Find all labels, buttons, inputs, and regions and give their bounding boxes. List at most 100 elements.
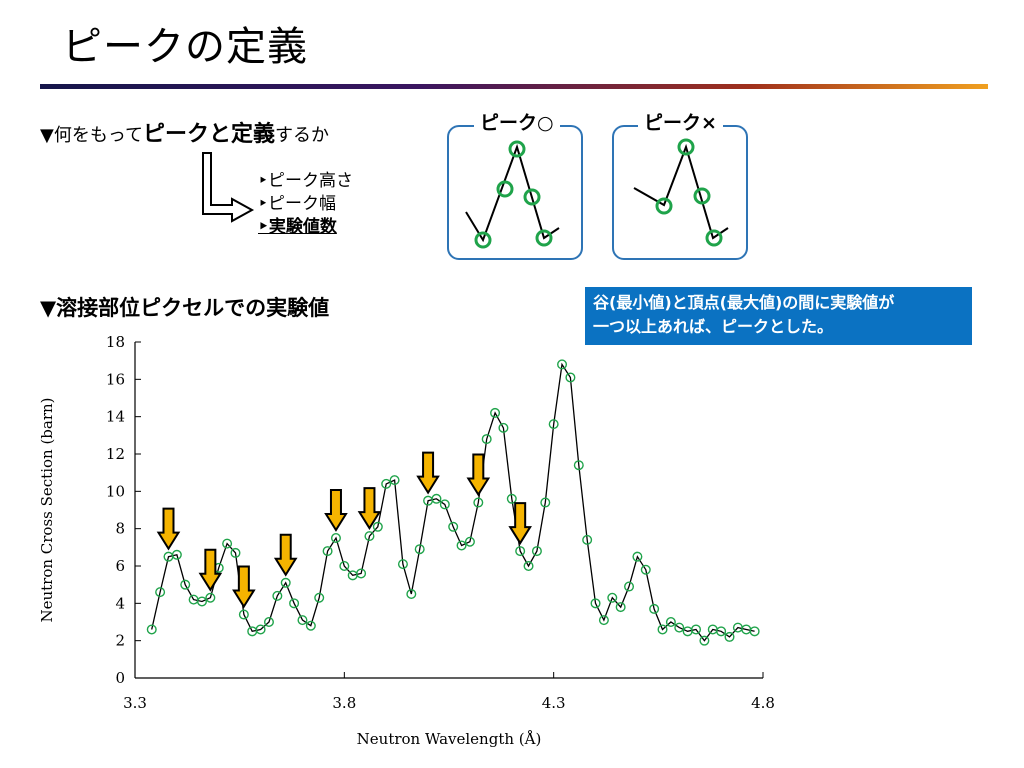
data-point <box>314 592 325 603</box>
y-tick-label: 0 <box>115 669 125 687</box>
data-point <box>230 547 241 558</box>
data-point <box>280 577 291 588</box>
y-tick-label: 4 <box>115 594 125 612</box>
data-point <box>364 531 375 542</box>
data-point <box>699 635 710 646</box>
question-emphasis: ピークと定義 <box>142 122 275 147</box>
criterion-height: ‣ピーク高さ <box>258 171 354 191</box>
question-suffix: するか <box>274 125 329 146</box>
data-point <box>691 624 702 635</box>
data-point <box>573 460 584 471</box>
peak-criteria-list: ‣ピーク高さ ‣ピーク幅 ‣実験値数 <box>258 170 353 239</box>
x-tick-label: 4.8 <box>751 694 775 712</box>
data-point <box>498 422 509 433</box>
data-point <box>439 499 450 510</box>
data-point <box>632 551 643 562</box>
peak-arrow-icon <box>416 451 440 495</box>
data-point <box>523 561 534 572</box>
data-point <box>222 538 233 549</box>
data-point <box>665 617 676 628</box>
data-point <box>146 624 157 635</box>
data-point <box>531 546 542 557</box>
peak-ng-label: ピーク× <box>638 108 723 135</box>
data-point <box>674 622 685 633</box>
data-point <box>305 620 316 631</box>
x-tick-label: 3.8 <box>332 694 356 712</box>
x-tick-label: 3.3 <box>123 694 147 712</box>
peak-arrow-icon <box>232 565 256 609</box>
data-point <box>238 609 249 620</box>
data-point <box>506 493 517 504</box>
data-point <box>381 478 392 489</box>
data-point <box>272 590 283 601</box>
data-point <box>330 533 341 544</box>
data-point <box>448 521 459 532</box>
data-point <box>649 603 660 614</box>
peak-arrow-icon <box>357 487 382 531</box>
data-point <box>155 587 166 598</box>
definition-note: 谷(最小値)と頂点(最大値)の間に実験値が 一つ以上あれば、ピークとした。 <box>585 287 972 345</box>
data-point <box>255 624 266 635</box>
question-prefix: ▼何をもって <box>40 125 143 146</box>
data-point <box>456 540 467 551</box>
y-tick-label: 6 <box>115 557 125 575</box>
data-point <box>548 419 559 430</box>
peak-arrow-icon <box>198 548 223 592</box>
data-point <box>557 359 568 370</box>
data-point <box>598 615 609 626</box>
data-point <box>582 534 593 545</box>
data-point <box>565 372 576 383</box>
slide-title: ピークの定義 <box>62 24 308 70</box>
criterion-count: ‣実験値数 <box>258 217 337 237</box>
section-heading: ▼溶接部位ピクセルでの実験値 <box>40 296 330 320</box>
data-point <box>640 564 651 575</box>
data-point <box>724 631 735 642</box>
y-tick-label: 10 <box>106 482 125 500</box>
data-point <box>205 592 216 603</box>
bracket-arrow-icon <box>202 152 255 223</box>
data-point <box>481 434 492 445</box>
note-line-2: 一つ以上あれば、ピークとした。 <box>593 317 834 336</box>
series-line <box>151 362 755 642</box>
peak-ng-diagram <box>633 138 729 247</box>
peak-ok-label: ピーク○ <box>474 108 560 135</box>
y-tick-label: 16 <box>106 370 125 388</box>
data-point <box>464 536 475 547</box>
peak-arrow-icon <box>508 502 532 545</box>
y-tick-label: 12 <box>106 445 125 463</box>
data-point <box>716 626 727 637</box>
y-tick-label: 2 <box>115 632 125 650</box>
data-point <box>657 624 668 635</box>
y-tick-label: 18 <box>106 333 125 351</box>
y-axis-label: Neutron Cross Section (barn) <box>38 397 56 622</box>
data-point <box>289 598 300 609</box>
data-point <box>372 521 383 532</box>
data-point <box>607 592 618 603</box>
data-point <box>473 497 484 508</box>
peak-arrow-icon <box>324 489 348 532</box>
data-point <box>171 549 182 560</box>
data-point <box>180 579 191 590</box>
question-1: ▼何をもってピークと定義するか <box>40 116 329 148</box>
peak-arrow-icon <box>466 453 491 497</box>
title-divider <box>40 84 988 89</box>
data-point <box>490 407 501 418</box>
data-point <box>540 497 551 508</box>
data-point <box>406 589 417 600</box>
peak-ok-diagram <box>465 140 560 249</box>
data-point <box>263 617 274 628</box>
data-point <box>431 493 442 504</box>
data-point <box>389 475 400 486</box>
y-tick-label: 14 <box>106 408 125 426</box>
data-point <box>397 559 408 570</box>
x-tick-label: 4.3 <box>542 694 566 712</box>
data-point <box>414 544 425 555</box>
criterion-width: ‣ピーク幅 <box>258 194 337 214</box>
peak-arrow-icon <box>156 507 181 551</box>
peak-arrow-icon <box>273 533 298 577</box>
note-line-1: 谷(最小値)と頂点(最大値)の間に実験値が <box>593 293 895 312</box>
y-tick-label: 8 <box>115 520 125 538</box>
data-point <box>356 568 367 579</box>
